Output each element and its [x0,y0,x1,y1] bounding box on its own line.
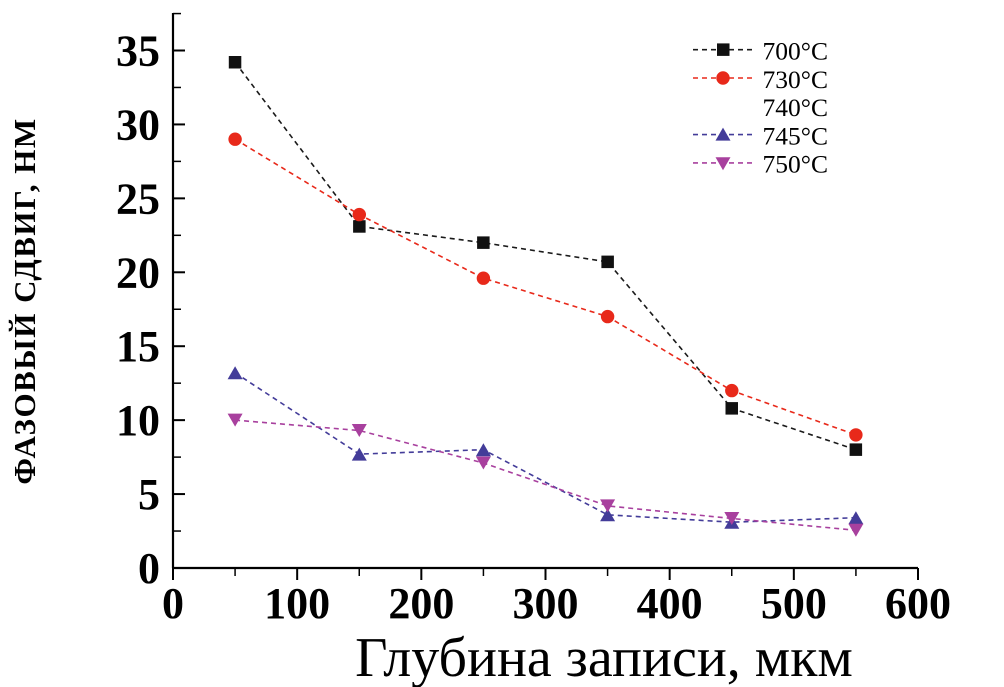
svg-text:200: 200 [388,579,454,628]
svg-text:600: 600 [885,579,951,628]
svg-text:25: 25 [116,174,160,223]
svg-text:750°C: 750°C [763,150,828,179]
svg-text:100: 100 [264,579,330,628]
svg-text:700°C: 700°C [763,37,828,66]
svg-text:500: 500 [761,579,827,628]
svg-text:740°C: 740°C [763,93,828,122]
svg-text:400: 400 [637,579,703,628]
svg-text:ФАЗОВЫЙ СДВИГ, НМ: ФАЗОВЫЙ СДВИГ, НМ [7,117,42,484]
svg-text:15: 15 [116,322,160,371]
svg-text:745°C: 745°C [763,121,828,150]
svg-text:0: 0 [162,579,184,628]
svg-text:0: 0 [138,544,160,593]
svg-text:35: 35 [116,27,160,76]
svg-text:Глубина записи, мкм: Глубина записи, мкм [355,627,853,687]
svg-text:300: 300 [513,579,579,628]
svg-text:10: 10 [116,396,160,445]
svg-text:20: 20 [116,248,160,297]
svg-text:5: 5 [138,470,160,519]
svg-text:730°C: 730°C [763,65,828,94]
svg-text:30: 30 [116,100,160,149]
